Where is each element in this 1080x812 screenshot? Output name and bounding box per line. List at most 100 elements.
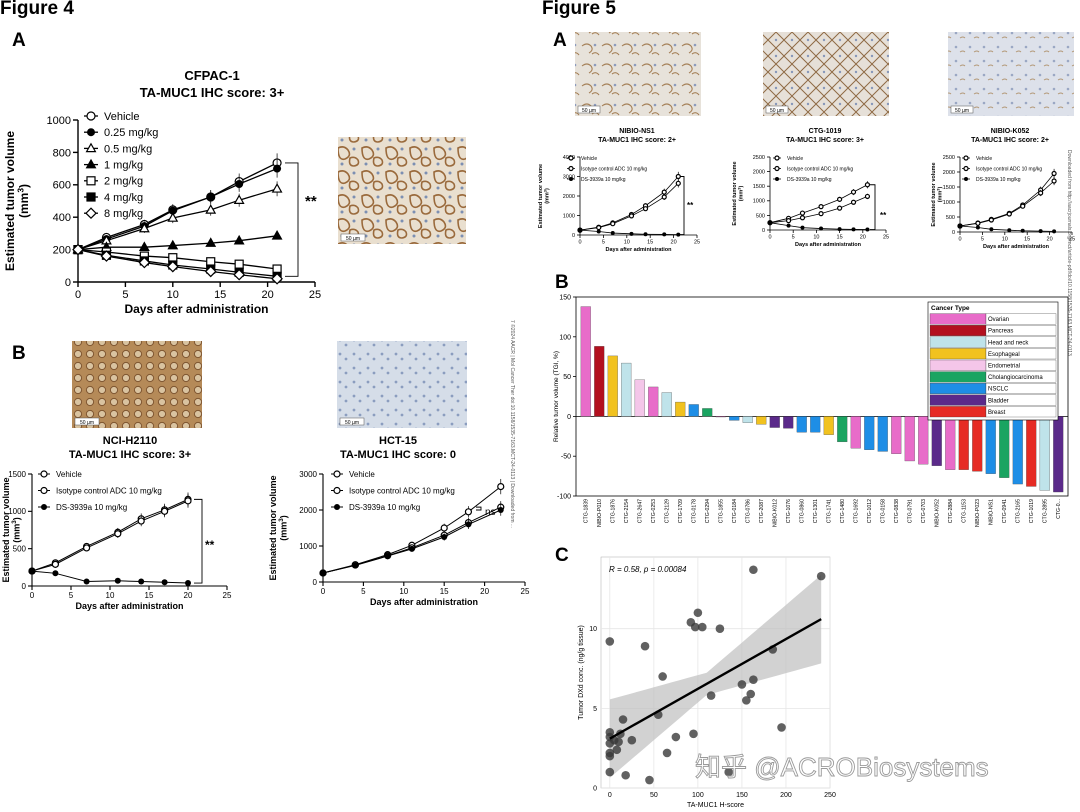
fig4b2-y-tick-label: 2000 <box>299 506 317 515</box>
fig4a-data-point <box>205 237 217 247</box>
fig4b1-data-point <box>114 530 122 538</box>
fig5a1-y-tick-label: 2000 <box>563 194 575 200</box>
fig4-panel-b-label: B <box>12 343 26 364</box>
fig5b-bar <box>810 416 821 433</box>
fig4b2-scale-bar: 50 µm <box>345 420 359 426</box>
fig5b-category-label: CTG-0184 <box>732 499 738 523</box>
fig5a2-x-tick-label: 25 <box>883 235 889 241</box>
fig4b2-chart: 0 5 10 15 20 25 0 1000 2000 3000 Days after admini… <box>268 470 530 607</box>
fig5a2-x-tick-label: 15 <box>837 235 843 241</box>
fig5b-legend-label: Pancreas <box>988 329 1013 335</box>
fig4b2-series-line <box>322 486 502 574</box>
fig5c-data-point <box>618 715 628 724</box>
fig5b-legend-cell <box>985 336 1057 348</box>
fig5b-legend-swatch <box>929 383 987 394</box>
fig5a3-x-tick-label: 20 <box>1047 237 1053 243</box>
fig5b-bar <box>837 416 848 443</box>
fig5b-category-label: CTG-1839 <box>584 499 590 523</box>
fig5a2-title-line1: CTG-1019 <box>809 128 842 135</box>
fig4a-data-point <box>168 206 177 215</box>
fig4b2-y-tick-label: 1000 <box>299 542 317 551</box>
fig4a-legend-marker <box>85 142 97 153</box>
fig5a2-x-tick-label: 5 <box>792 235 795 241</box>
fig5b-legend-swatch <box>929 371 987 383</box>
fig5a1-legend-marker <box>568 155 574 161</box>
fig4b1-x-axis-label: Days after administration <box>75 601 183 611</box>
fig4b2-significance-bracket <box>476 506 482 511</box>
fig5a2-data-point <box>768 220 772 225</box>
fig5b-bar <box>1053 416 1064 493</box>
fig4a-y-tick-label: 1000 <box>47 115 71 127</box>
fig4a-data-point <box>138 241 150 251</box>
fig4a-legend-marker <box>85 207 97 220</box>
fig5b-bar <box>594 346 605 417</box>
fig4b1-data-point <box>184 497 192 505</box>
fig4a-data-point <box>234 259 244 269</box>
fig5a3-data-point <box>989 227 994 232</box>
fig5a1-data-point <box>675 180 681 186</box>
fig5a2-title-line2: TA-MUC1 IHC score: 3+ <box>786 137 864 144</box>
fig5a2-y-tick-label: 500 <box>756 213 765 219</box>
fig5a1-data-point <box>662 232 667 237</box>
fig5b-bar <box>742 416 753 423</box>
fig5b-bar <box>1012 416 1023 485</box>
fig5b-bar <box>634 379 645 417</box>
fig5a3-data-point <box>1020 203 1026 209</box>
fig5a1-significance-bracket <box>680 176 685 236</box>
fig5a2-data-point <box>799 210 806 216</box>
fig4a-data-point <box>167 212 179 222</box>
fig4b2-x-tick-label: 25 <box>521 587 530 596</box>
fig4a-title-line2: TA-MUC1 IHC score: 3+ <box>140 85 285 100</box>
fig5c-data-point <box>693 608 703 618</box>
fig5b-bar <box>931 416 942 466</box>
fig4b1-x-tick-label: 0 <box>30 591 35 600</box>
fig4a-y-tick-label: 400 <box>53 212 71 224</box>
fig4b2-legend-marker <box>333 470 341 478</box>
fig5c-data-point <box>742 696 751 705</box>
fig5-side-watermark: Downloaded from http://aacrjournals.org/… <box>1066 150 1072 356</box>
fig5a2-legend-label: Isotype control ADC 10 mg/kg <box>787 166 853 172</box>
fig5a2-legend-marker <box>774 155 780 161</box>
fig5c-correlation-annotation: R = 0.58, p = 0.00084 <box>609 565 687 574</box>
fig5a1-y-tick-label: 1000 <box>563 213 575 219</box>
fig4b2-y-tick-label: 3000 <box>299 470 317 479</box>
fig5a3-x-tick-label: 25 <box>1069 237 1075 243</box>
fig4b1-data-point <box>137 517 145 525</box>
fig5a3-y-tick-label: 0 <box>952 230 955 236</box>
fig5c-confidence-band <box>609 574 822 778</box>
fig4a-ihc-image: 50 µm <box>338 137 466 244</box>
fig5a3-y-tick-label: 500 <box>946 215 955 221</box>
fig4a-y-tick-label: 600 <box>53 180 71 192</box>
fig4a-data-point <box>138 256 151 269</box>
fig5a3-legend-label: Vehicle <box>976 156 992 162</box>
fig4a-x-axis-label: Days after administration <box>124 302 268 316</box>
fig5c-data-point <box>816 571 826 581</box>
fig5b-category-label: NIBIO-P010 <box>597 499 603 527</box>
fig5a3-y-tick-label: 2500 <box>943 155 955 161</box>
fig5a1-y-axis-label: Estimated tumor volume(mm3) <box>538 164 550 228</box>
fig5b-bar <box>648 386 659 417</box>
fig5b-legend-cell <box>985 325 1057 336</box>
fig5b-bar <box>621 362 632 417</box>
fig4b2-title-line2: TA-MUC1 IHC score: 0 <box>340 449 456 461</box>
fig5c-data-point <box>706 691 716 700</box>
fig5c-data-point <box>662 748 672 758</box>
fig5a3-y-tick-label: 2000 <box>943 170 955 176</box>
fig5b-legend-label: Endometrial <box>988 364 1020 370</box>
fig4a-y-tick-label: 800 <box>53 147 71 159</box>
fig5a3-y-tick-label: 1500 <box>943 185 955 191</box>
fig4b2-data-point <box>408 545 415 552</box>
fig5b-legend-label: Breast <box>988 410 1006 416</box>
fig4a-legend-label: 0.25 mg/kg <box>104 127 158 139</box>
fig5a3-scale-bar: 50 µm <box>955 108 969 114</box>
fig5a1-data-point <box>610 231 615 236</box>
fig4b2-data-point <box>384 553 391 560</box>
fig5a3-data-point <box>1006 211 1012 217</box>
fig5c-data-point <box>627 735 637 745</box>
fig5c-data-point <box>715 624 725 633</box>
fig5b-legend-label: Bladder <box>988 398 1009 404</box>
fig5c-data-point <box>749 675 758 684</box>
fig4b1-legend-label: Isotype control ADC 10 mg/kg <box>56 486 162 495</box>
fig5a1-x-axis-label: Days after administration <box>605 247 672 253</box>
fig4a-legend-marker <box>85 158 97 169</box>
